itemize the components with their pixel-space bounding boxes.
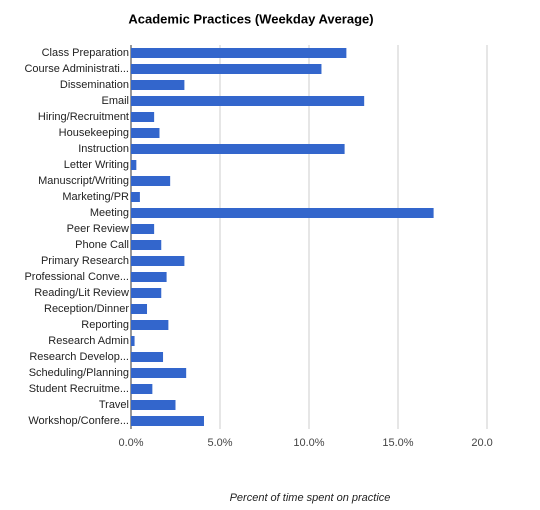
- bar: [131, 384, 153, 394]
- y-tick-label: Primary Research: [41, 255, 129, 267]
- y-tick-label: Hiring/Recruitment: [38, 111, 129, 123]
- bar: [131, 64, 322, 74]
- y-tick-label: Marketing/PR: [62, 191, 129, 203]
- bar: [131, 48, 347, 58]
- y-tick-label: Class Preparation: [42, 47, 129, 59]
- y-tick-label: Email: [101, 95, 129, 107]
- bar: [131, 368, 187, 378]
- y-tick-label: Letter Writing: [64, 159, 129, 171]
- y-tick-label: Research Develop...: [29, 351, 129, 363]
- x-tick-label: 5.0%: [207, 437, 232, 449]
- y-tick-label: Scheduling/Planning: [29, 367, 129, 379]
- bar: [131, 96, 365, 106]
- bar: [131, 144, 345, 154]
- y-tick-label: Travel: [99, 399, 129, 411]
- bar: [131, 256, 185, 266]
- y-tick-label: Instruction: [78, 143, 129, 155]
- y-tick-label: Workshop/Confere...: [28, 415, 129, 427]
- y-tick-label: Peer Review: [67, 223, 129, 235]
- y-tick-label: Housekeeping: [59, 127, 129, 139]
- bar: [131, 352, 164, 362]
- x-tick-label: 10.0%: [293, 437, 324, 449]
- bar: [131, 192, 140, 202]
- bar: [131, 224, 155, 234]
- x-tick-label: 0.0%: [118, 437, 143, 449]
- bar: [131, 80, 185, 90]
- y-tick-label: Phone Call: [75, 239, 129, 251]
- y-tick-label: Research Admin: [48, 335, 129, 347]
- bar: [131, 208, 434, 218]
- y-tick-label: Student Recruitme...: [29, 383, 129, 395]
- bar: [131, 304, 148, 314]
- bar: [131, 176, 171, 186]
- bar: [131, 112, 155, 122]
- y-tick-label: Reading/Lit Review: [34, 287, 129, 299]
- bar: [131, 240, 162, 250]
- bar: [131, 160, 137, 170]
- y-tick-label: Reception/Dinner: [44, 303, 129, 315]
- bar: [131, 128, 160, 138]
- bar: [131, 288, 162, 298]
- bar: [131, 320, 169, 330]
- x-tick-label: 20.0%: [471, 437, 502, 449]
- x-tick-label: 15.0%: [382, 437, 413, 449]
- chart-title: Academic Practices (Weekday Average): [128, 11, 373, 26]
- y-tick-label: Course Administrati...: [24, 63, 129, 75]
- bar: [131, 272, 167, 282]
- y-tick-label: Reporting: [81, 319, 129, 331]
- y-tick-label: Professional Conve...: [24, 271, 129, 283]
- y-tick-label: Dissemination: [60, 79, 129, 91]
- bar: [131, 336, 135, 346]
- y-tick-label: Meeting: [90, 207, 129, 219]
- y-tick-label: Manuscript/Writing: [38, 175, 129, 187]
- x-axis-title: Percent of time spent on practice: [230, 492, 391, 504]
- bar: [131, 416, 204, 426]
- bar: [131, 400, 176, 410]
